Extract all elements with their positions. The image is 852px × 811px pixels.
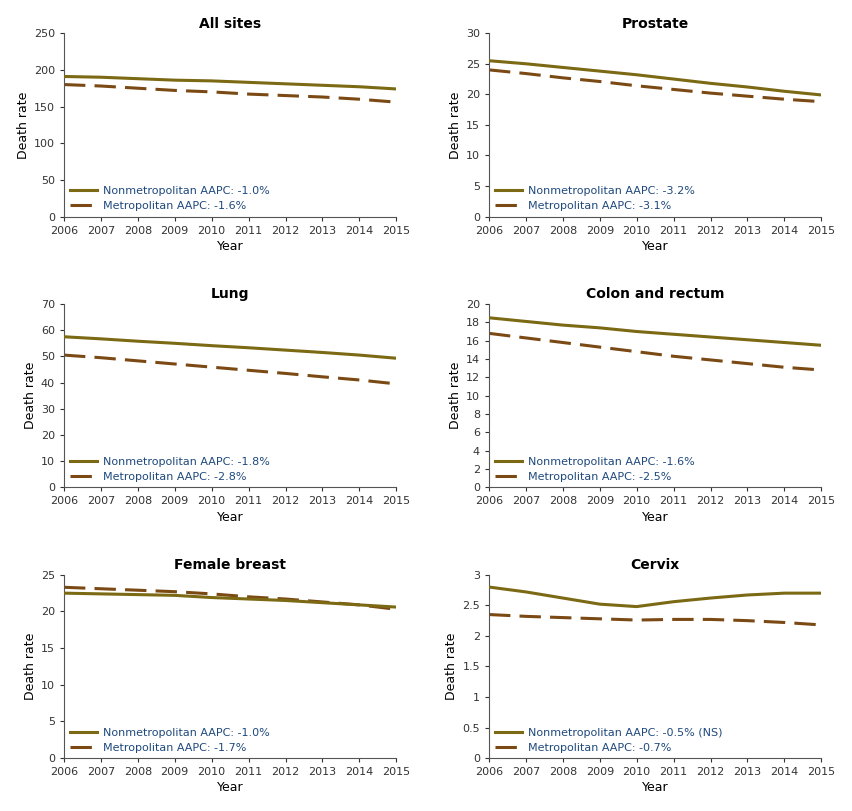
Title: Colon and rectum: Colon and rectum — [586, 287, 724, 302]
Legend: Nonmetropolitan AAPC: -1.6%, Metropolitan AAPC: -2.5%: Nonmetropolitan AAPC: -1.6%, Metropolita… — [494, 457, 694, 482]
Y-axis label: Death rate: Death rate — [445, 633, 458, 700]
Legend: Nonmetropolitan AAPC: -3.2%, Metropolitan AAPC: -3.1%: Nonmetropolitan AAPC: -3.2%, Metropolita… — [494, 187, 694, 211]
Y-axis label: Death rate: Death rate — [449, 362, 462, 429]
Legend: Nonmetropolitan AAPC: -1.8%, Metropolitan AAPC: -2.8%: Nonmetropolitan AAPC: -1.8%, Metropolita… — [70, 457, 270, 482]
Title: All sites: All sites — [199, 17, 262, 31]
Title: Prostate: Prostate — [621, 17, 688, 31]
Legend: Nonmetropolitan AAPC: -1.0%, Metropolitan AAPC: -1.6%: Nonmetropolitan AAPC: -1.0%, Metropolita… — [70, 187, 269, 211]
X-axis label: Year: Year — [216, 781, 244, 794]
Y-axis label: Death rate: Death rate — [24, 633, 37, 700]
Legend: Nonmetropolitan AAPC: -1.0%, Metropolitan AAPC: -1.7%: Nonmetropolitan AAPC: -1.0%, Metropolita… — [70, 728, 269, 753]
Y-axis label: Death rate: Death rate — [17, 91, 30, 159]
Title: Female breast: Female breast — [174, 558, 286, 573]
X-axis label: Year: Year — [642, 240, 669, 253]
Title: Lung: Lung — [211, 287, 250, 302]
Legend: Nonmetropolitan AAPC: -0.5% (NS), Metropolitan AAPC: -0.7%: Nonmetropolitan AAPC: -0.5% (NS), Metrop… — [494, 728, 722, 753]
X-axis label: Year: Year — [642, 781, 669, 794]
Y-axis label: Death rate: Death rate — [449, 91, 462, 159]
Title: Cervix: Cervix — [630, 558, 680, 573]
X-axis label: Year: Year — [216, 511, 244, 524]
Y-axis label: Death rate: Death rate — [24, 362, 37, 429]
X-axis label: Year: Year — [216, 240, 244, 253]
X-axis label: Year: Year — [642, 511, 669, 524]
